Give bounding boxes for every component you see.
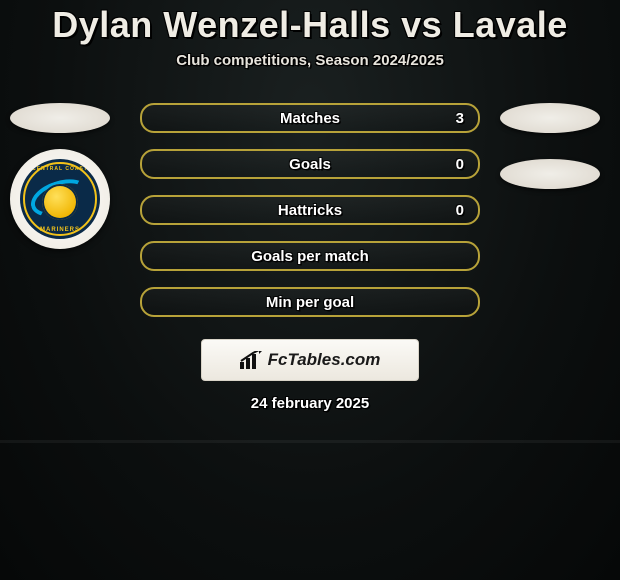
stat-label: Matches <box>280 110 340 127</box>
page-title: Dylan Wenzel-Halls vs Lavale <box>52 4 568 46</box>
stat-row: Min per goal <box>140 287 480 317</box>
stat-row: Goals 0 <box>140 149 480 179</box>
stat-value: 0 <box>456 202 464 219</box>
stat-row: Matches 3 <box>140 103 480 133</box>
stat-label: Hattricks <box>278 202 342 219</box>
player-avatar-right <box>500 103 600 133</box>
crest-top-text: CENTRAL COAST <box>20 166 100 172</box>
mariners-crest: CENTRAL COAST MARINERS <box>20 159 100 239</box>
stat-rows: Matches 3 Goals 0 Hattricks 0 Goals per match M… <box>140 103 480 317</box>
page-subtitle: Club competitions, Season 2024/2025 <box>176 52 444 69</box>
stat-value: 3 <box>456 110 464 127</box>
crest-bottom-text: MARINERS <box>20 227 100 233</box>
club-badge-right-placeholder <box>500 159 600 189</box>
stat-row: Goals per match <box>140 241 480 271</box>
stat-label: Goals per match <box>251 248 369 265</box>
stat-label: Goals <box>289 156 331 173</box>
main-card: Dylan Wenzel-Halls vs Lavale Club compet… <box>0 0 620 412</box>
stat-label: Min per goal <box>266 294 354 311</box>
brand-label: FcTables.com <box>268 350 381 370</box>
brand-box[interactable]: FcTables.com <box>201 339 419 381</box>
stat-row: Hattricks 0 <box>140 195 480 225</box>
stat-value: 0 <box>456 156 464 173</box>
left-player-column: CENTRAL COAST MARINERS <box>10 103 110 249</box>
right-player-column <box>500 103 600 189</box>
comparison-layout: CENTRAL COAST MARINERS Matches3Goals0Hat… <box>0 103 620 317</box>
footer-date: 24 february 2025 <box>251 395 369 412</box>
player-avatar-left <box>10 103 110 133</box>
bars-icon <box>240 351 262 369</box>
club-badge-left: CENTRAL COAST MARINERS <box>10 149 110 249</box>
